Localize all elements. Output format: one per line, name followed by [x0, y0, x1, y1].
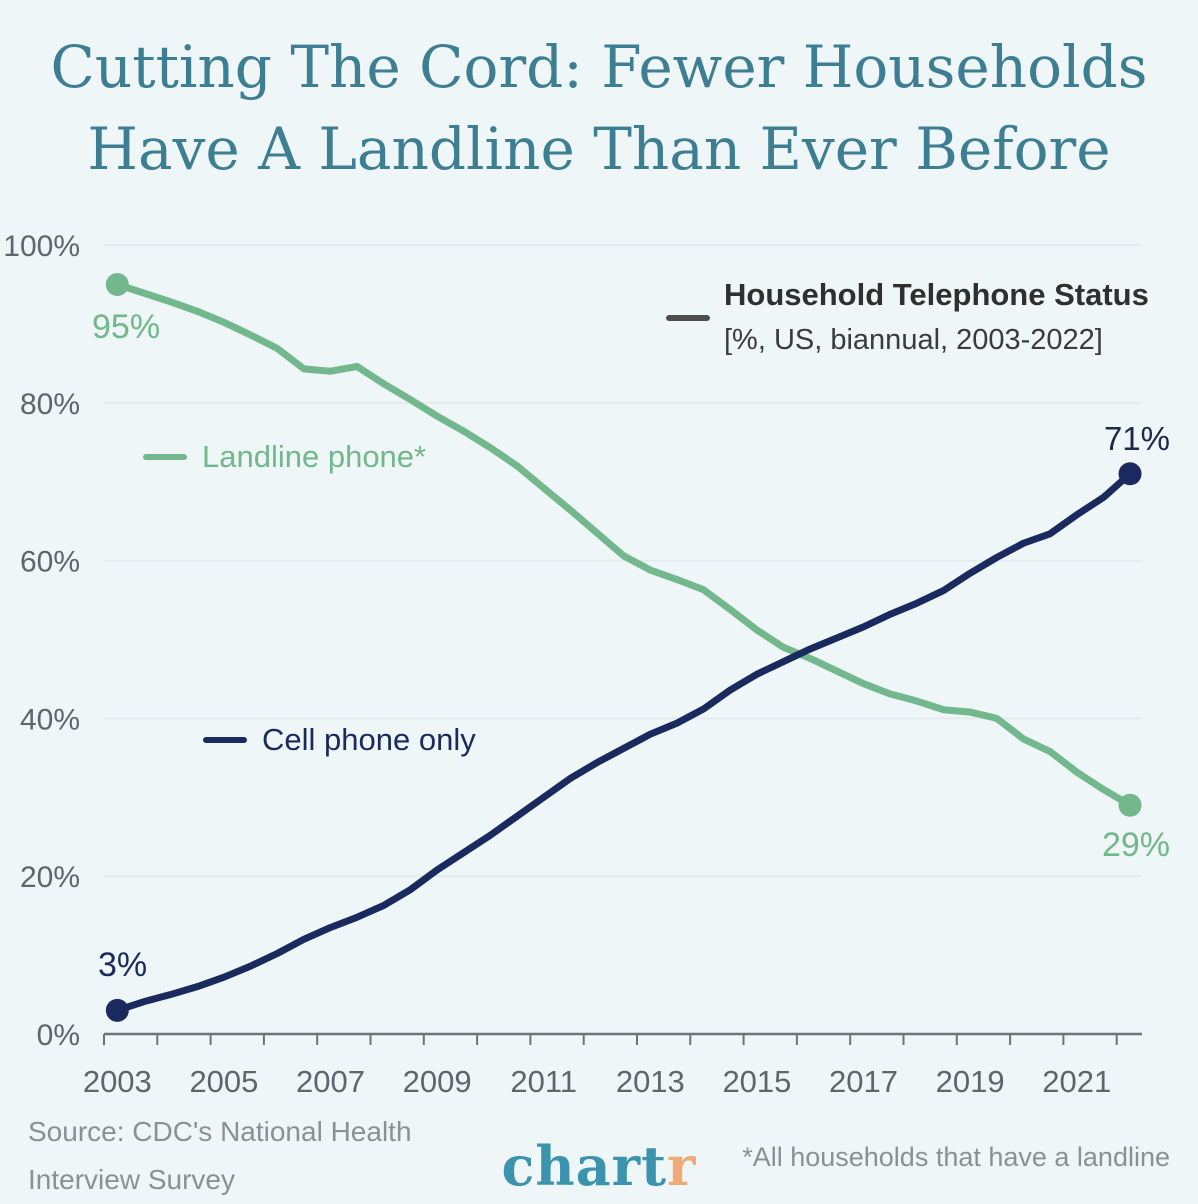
- landline-series-name: Landline phone*: [202, 439, 427, 474]
- footnote: *All households that have a landline: [742, 1142, 1170, 1172]
- x-tick-label-2007: 2007: [296, 1064, 365, 1099]
- y-tick-label-40: 40%: [20, 703, 80, 736]
- source-note: Source: CDC's National Health Interview …: [28, 1108, 412, 1204]
- landline-series-label: Landline phone*: [143, 437, 426, 477]
- x-tick-label-2019: 2019: [936, 1064, 1005, 1099]
- x-tick-label-2017: 2017: [829, 1064, 898, 1099]
- page-title: Cutting The Cord: Fewer Households Have …: [0, 26, 1198, 190]
- cell-start-value-label: 3%: [98, 946, 148, 984]
- cell-dash-icon: [203, 737, 247, 743]
- cell-end-dot: [1118, 462, 1142, 486]
- x-tick-label-2013: 2013: [616, 1064, 685, 1099]
- legend-subtitle: [%, US, biannual, 2003-2022]: [724, 324, 1103, 356]
- cell-end-value-label: 71%: [1103, 420, 1170, 457]
- page-title-line1: Cutting The Cord: Fewer Households: [50, 33, 1148, 101]
- x-tick-label-2009: 2009: [403, 1064, 472, 1099]
- y-tick-label-0: 0%: [37, 1019, 80, 1052]
- x-tick-label-2015: 2015: [722, 1064, 791, 1099]
- cell-start-dot: [105, 998, 129, 1022]
- chartr-logo-r: r: [667, 1134, 697, 1198]
- y-tick-label-80: 80%: [20, 388, 80, 421]
- chartr-logo-chart: chart: [501, 1134, 668, 1198]
- landline-end-value-label: 29%: [1101, 826, 1170, 864]
- x-tick-label-2011: 2011: [510, 1064, 577, 1099]
- source-line2: Interview Survey: [28, 1164, 235, 1195]
- source-line1: Source: CDC's National Health: [28, 1116, 412, 1147]
- series-line-landline: [113, 280, 1134, 809]
- landline-start-dot: [105, 272, 129, 296]
- chart-legend: Household Telephone Status [%, US, biann…: [666, 276, 1149, 357]
- y-tick-label-100: 100%: [3, 230, 80, 263]
- legend-title: Household Telephone Status: [724, 277, 1149, 312]
- landline-dash-icon: [143, 454, 187, 460]
- legend-text-block: Household Telephone Status [%, US, biann…: [724, 276, 1149, 357]
- y-tick-label-60: 60%: [20, 546, 80, 579]
- y-tick-label-20: 20%: [20, 861, 80, 894]
- series-line-cell: [113, 470, 1134, 1014]
- cell-series-label: Cell phone only: [203, 720, 476, 760]
- legend-dash-icon: [666, 315, 710, 321]
- page-title-line2: Have A Landline Than Ever Before: [87, 115, 1111, 183]
- x-tick-label-2003: 2003: [83, 1064, 152, 1099]
- landline-end-dot: [1118, 793, 1142, 817]
- cell-series-name: Cell phone only: [262, 722, 476, 757]
- x-tick-label-2005: 2005: [189, 1064, 258, 1099]
- chartr-logo: chartr: [502, 1134, 697, 1198]
- landline-start-value-label: 95%: [92, 308, 161, 346]
- x-tick-label-2021: 2021: [1042, 1064, 1111, 1099]
